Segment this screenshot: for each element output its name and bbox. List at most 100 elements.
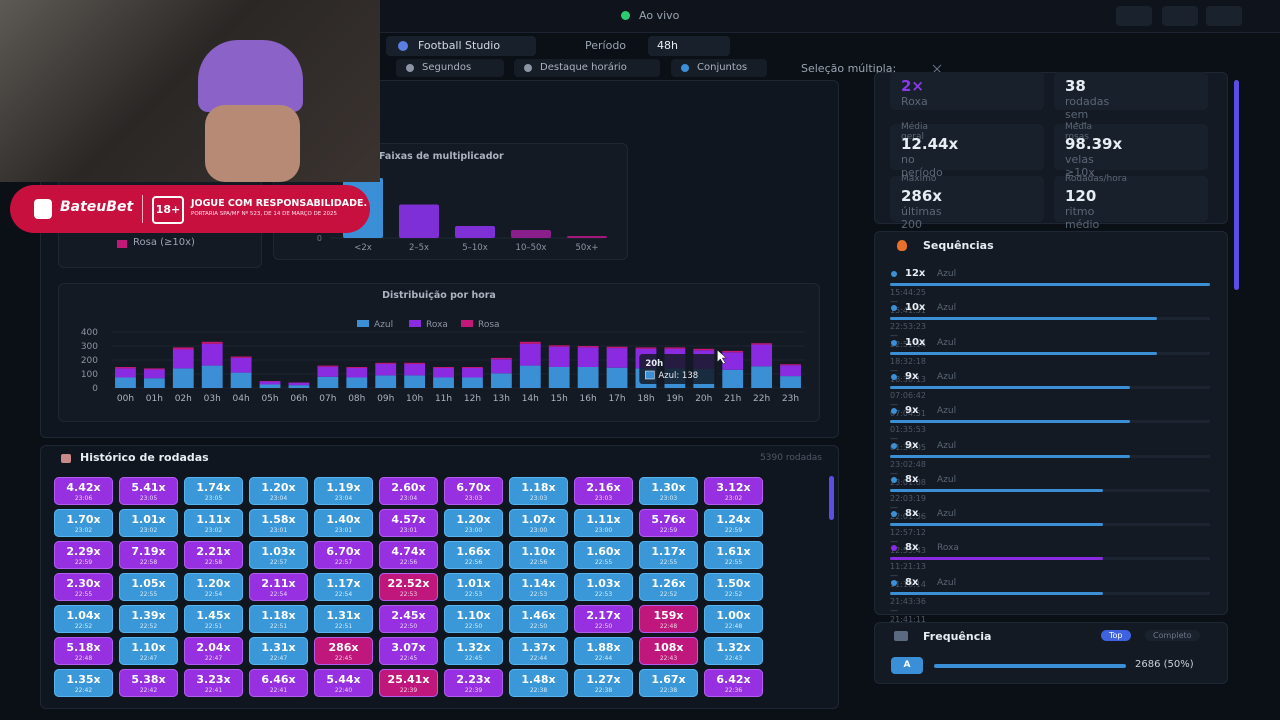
round-tile[interactable]: 2.29x 22:59 (54, 541, 113, 569)
stat-note: Roxa (901, 95, 928, 108)
round-tile[interactable]: 2.23x 22:39 (444, 669, 503, 697)
round-tile[interactable]: 5.44x 22:40 (314, 669, 373, 697)
filter-tab[interactable]: Segundos (396, 59, 504, 77)
bar-segment (201, 341, 223, 344)
round-tile[interactable]: 6.42x 22:36 (704, 669, 763, 697)
round-tile[interactable]: 1.70x 23:02 (54, 509, 113, 537)
round-tile[interactable]: 3.07x 22:45 (379, 637, 438, 665)
download-button[interactable] (1116, 6, 1152, 26)
round-tile[interactable]: 2.60x 23:04 (379, 477, 438, 505)
round-tile[interactable]: 1.46x 22:50 (509, 605, 568, 633)
round-tile[interactable]: 1.17x 22:55 (639, 541, 698, 569)
round-tile[interactable]: 286x 22:45 (314, 637, 373, 665)
filter-tab[interactable]: Conjuntos (671, 59, 767, 77)
round-tile[interactable]: 6.46x 22:41 (249, 669, 308, 697)
round-tile[interactable]: 1.37x 22:44 (509, 637, 568, 665)
round-tile[interactable]: 2.17x 22:50 (574, 605, 633, 633)
game-select[interactable]: Football Studio (386, 36, 536, 56)
round-tile[interactable]: 1.10x 22:56 (509, 541, 568, 569)
round-tile[interactable]: 1.24x 22:59 (704, 509, 763, 537)
round-tile[interactable]: 1.39x 22:52 (119, 605, 178, 633)
round-tile[interactable]: 4.57x 23:01 (379, 509, 438, 537)
round-tile[interactable]: 3.12x 23:02 (704, 477, 763, 505)
round-tile[interactable]: 1.05x 22:55 (119, 573, 178, 601)
round-tile[interactable]: 6.70x 22:57 (314, 541, 373, 569)
round-tile[interactable]: 1.20x 23:04 (249, 477, 308, 505)
round-tile[interactable]: 1.58x 23:01 (249, 509, 308, 537)
bar-segment (577, 346, 599, 348)
right-scrollbar[interactable] (1234, 80, 1239, 290)
chart-title: Distribuição por hora (382, 290, 496, 301)
round-tile[interactable]: 4.74x 22:56 (379, 541, 438, 569)
round-value: 1.46x (521, 609, 556, 622)
close-icon[interactable] (931, 64, 943, 74)
round-tile[interactable]: 7.19x 22:58 (119, 541, 178, 569)
round-tile[interactable]: 1.01x 22:53 (444, 573, 503, 601)
round-tile[interactable]: 4.42x 23:06 (54, 477, 113, 505)
round-tile[interactable]: 1.26x 22:52 (639, 573, 698, 601)
round-tile[interactable]: 1.67x 22:38 (639, 669, 698, 697)
round-tile[interactable]: 1.18x 23:03 (509, 477, 568, 505)
round-tile[interactable]: 1.88x 22:44 (574, 637, 633, 665)
round-tile[interactable]: 6.70x 23:03 (444, 477, 503, 505)
bar-segment (490, 373, 512, 388)
round-tile[interactable]: 1.19x 23:04 (314, 477, 373, 505)
round-tile[interactable]: 1.03x 22:53 (574, 573, 633, 601)
round-tile[interactable]: 1.18x 22:51 (249, 605, 308, 633)
filter-tab[interactable]: Destaque horário (514, 59, 660, 77)
round-tile[interactable]: 5.38x 22:42 (119, 669, 178, 697)
tab-complete[interactable]: Completo (1145, 630, 1200, 641)
scrollbar[interactable] (829, 476, 834, 520)
round-tile[interactable]: 1.14x 22:53 (509, 573, 568, 601)
round-tile[interactable]: 5.41x 23:05 (119, 477, 178, 505)
round-tile[interactable]: 1.32x 22:45 (444, 637, 503, 665)
round-tile[interactable]: 1.40x 23:01 (314, 509, 373, 537)
round-time: 22:52 (139, 623, 158, 630)
round-tile[interactable]: 1.60x 22:55 (574, 541, 633, 569)
round-tile[interactable]: 1.74x 23:05 (184, 477, 243, 505)
round-tile[interactable]: 2.11x 22:54 (249, 573, 308, 601)
logout-button[interactable] (1162, 6, 1198, 26)
round-tile[interactable]: 1.10x 22:50 (444, 605, 503, 633)
round-tile[interactable]: 25.41x 22:39 (379, 669, 438, 697)
round-tile[interactable]: 2.16x 23:03 (574, 477, 633, 505)
round-tile[interactable]: 1.35x 22:42 (54, 669, 113, 697)
round-tile[interactable]: 1.04x 22:52 (54, 605, 113, 633)
round-tile[interactable]: 1.31x 22:47 (249, 637, 308, 665)
round-tile[interactable]: 1.50x 22:52 (704, 573, 763, 601)
round-tile[interactable]: 1.61x 22:55 (704, 541, 763, 569)
theme-button[interactable] (1206, 6, 1242, 26)
round-tile[interactable]: 1.20x 23:00 (444, 509, 503, 537)
round-tile[interactable]: 1.31x 22:51 (314, 605, 373, 633)
round-tile[interactable]: 5.76x 22:59 (639, 509, 698, 537)
round-tile[interactable]: 1.20x 22:54 (184, 573, 243, 601)
round-tile[interactable]: 1.17x 22:54 (314, 573, 373, 601)
round-tile[interactable]: 1.45x 22:51 (184, 605, 243, 633)
round-tile[interactable]: 22.52x 22:53 (379, 573, 438, 601)
round-tile[interactable]: 1.01x 23:02 (119, 509, 178, 537)
period-select[interactable]: 48h (648, 36, 730, 56)
round-tile[interactable]: 5.18x 22:48 (54, 637, 113, 665)
round-tile[interactable]: 1.03x 22:57 (249, 541, 308, 569)
round-tile[interactable]: 1.10x 22:47 (119, 637, 178, 665)
round-tile[interactable]: 1.66x 22:56 (444, 541, 503, 569)
round-tile[interactable]: 1.00x 22:48 (704, 605, 763, 633)
round-tile[interactable]: 2.04x 22:47 (184, 637, 243, 665)
bar-segment (115, 368, 136, 378)
round-tile[interactable]: 1.11x 23:02 (184, 509, 243, 537)
round-tile[interactable]: 159x 22:48 (639, 605, 698, 633)
round-value: 1.04x (66, 609, 101, 622)
tab-top[interactable]: Top (1101, 630, 1131, 641)
stat-box (890, 72, 1044, 110)
round-tile[interactable]: 1.11x 23:00 (574, 509, 633, 537)
round-tile[interactable]: 1.07x 23:00 (509, 509, 568, 537)
round-tile[interactable]: 2.45x 22:50 (379, 605, 438, 633)
round-tile[interactable]: 1.48x 22:38 (509, 669, 568, 697)
round-tile[interactable]: 108x 22:43 (639, 637, 698, 665)
round-tile[interactable]: 2.30x 22:55 (54, 573, 113, 601)
round-tile[interactable]: 1.27x 22:38 (574, 669, 633, 697)
round-tile[interactable]: 2.21x 22:58 (184, 541, 243, 569)
round-tile[interactable]: 1.30x 23:03 (639, 477, 698, 505)
round-tile[interactable]: 1.32x 22:43 (704, 637, 763, 665)
round-tile[interactable]: 3.23x 22:41 (184, 669, 243, 697)
